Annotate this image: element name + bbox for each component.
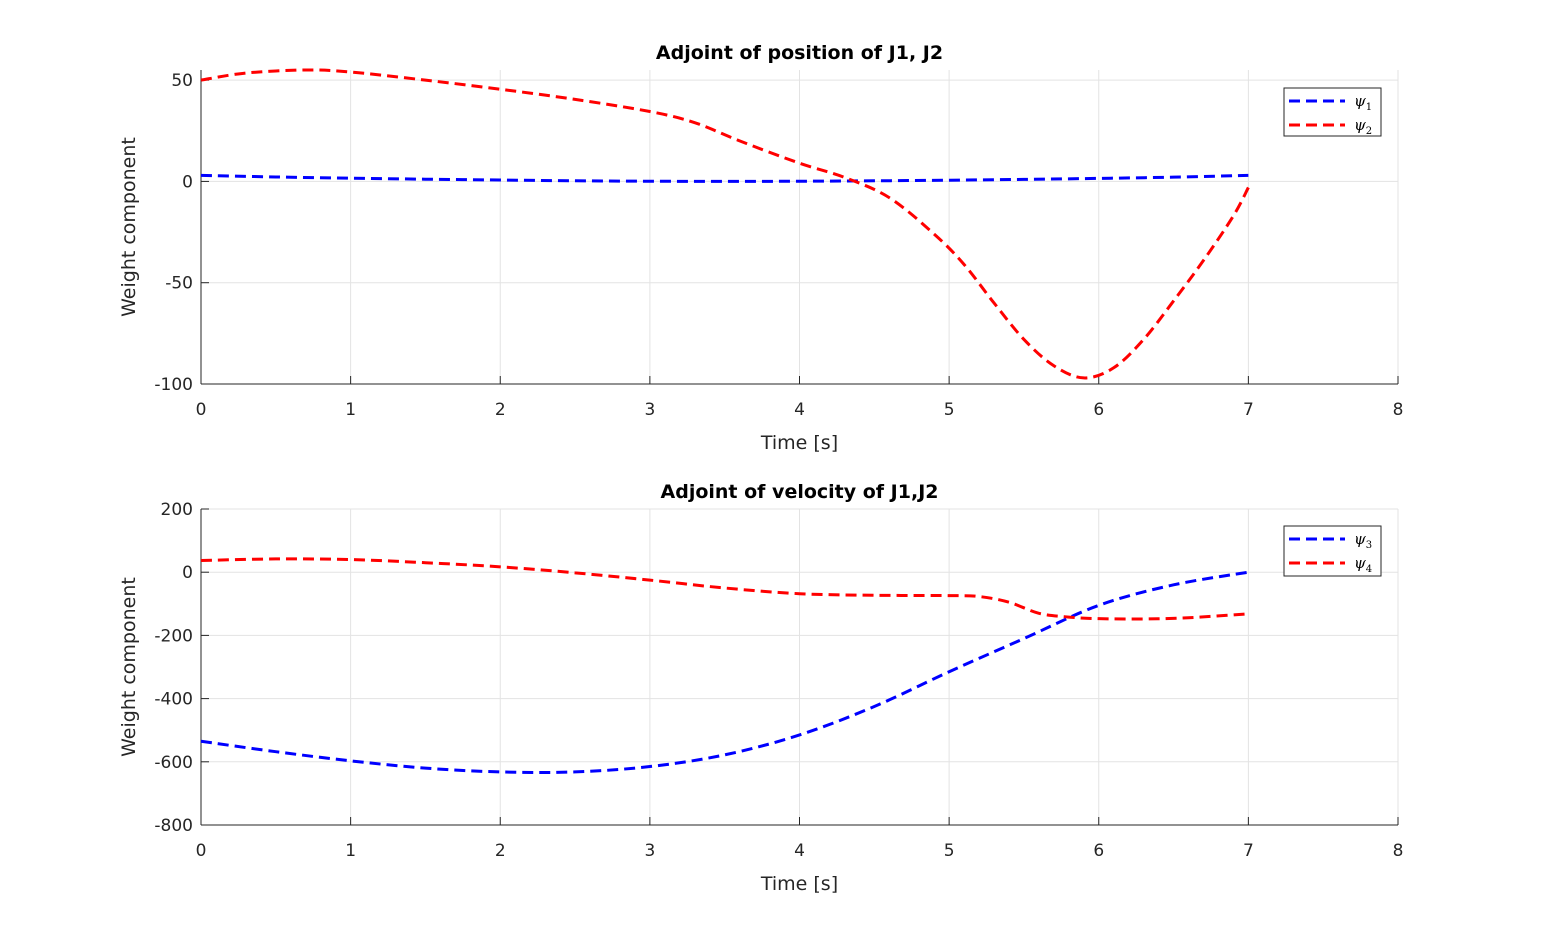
x-tick-label: 2 (495, 841, 506, 861)
y-tick-label: -800 (154, 816, 193, 836)
x-tick-label: 0 (196, 841, 207, 861)
legend-label-3: ψ3 (1354, 530, 1372, 551)
x-tick-label: 8 (1393, 841, 1404, 861)
y-tick-label: -100 (154, 375, 193, 395)
y-tick-label: -50 (165, 274, 193, 294)
y-tick-label: -600 (154, 753, 193, 773)
x-tick-label: 3 (644, 841, 655, 861)
y-axis-label: Weight component (118, 577, 140, 757)
x-tick-label: 2 (495, 400, 506, 420)
x-tick-label: 6 (1093, 841, 1104, 861)
x-tick-label: 4 (794, 841, 805, 861)
chart-title: Adjoint of velocity of J1,J2 (661, 481, 939, 503)
y-tick-label: 50 (171, 71, 193, 91)
y-tick-label: -400 (154, 690, 193, 710)
subplot-1: 0 1 2 3 4 5 6 7 8 -100 -50 0 50 Adjoint of position o… (118, 42, 1403, 454)
x-tick-label: 4 (794, 400, 805, 420)
y-tick-label: -200 (154, 626, 193, 646)
legend-box (1283, 87, 1382, 137)
x-tick-label: 1 (345, 841, 356, 861)
x-tick-label: 5 (944, 400, 955, 420)
series-line-2 (200, 68, 1250, 380)
x-tick-label: 6 (1093, 400, 1104, 420)
x-tick-label: 1 (345, 400, 356, 420)
x-tick-label: 3 (644, 400, 655, 420)
x-tick-label: 0 (196, 400, 207, 420)
x-axis-label: Time [s] (760, 432, 838, 454)
x-tick-label: 5 (944, 841, 955, 861)
series-line-1 (200, 173, 1249, 183)
subplot-2: 0 1 2 3 4 5 6 7 8 -800 -600 -400 -200 0 200 Adjoint of … (118, 481, 1403, 895)
legend-label-4: ψ4 (1354, 554, 1372, 575)
legend-box (1283, 525, 1382, 577)
chart-title: Adjoint of position of J1, J2 (656, 42, 943, 64)
x-tick-label: 7 (1243, 841, 1254, 861)
y-tick-label: 0 (182, 563, 193, 583)
x-tick-label: 8 (1393, 400, 1404, 420)
y-tick-label: 200 (161, 500, 193, 520)
legend-label-2: ψ2 (1354, 116, 1372, 137)
y-tick-label: 0 (182, 172, 193, 192)
legend-label-1: ψ1 (1354, 92, 1372, 113)
series-line-4 (200, 557, 1249, 621)
y-axis-label: Weight component (118, 137, 140, 317)
x-tick-label: 7 (1243, 400, 1254, 420)
series-line-3 (200, 570, 1249, 774)
x-axis-label: Time [s] (760, 873, 838, 895)
